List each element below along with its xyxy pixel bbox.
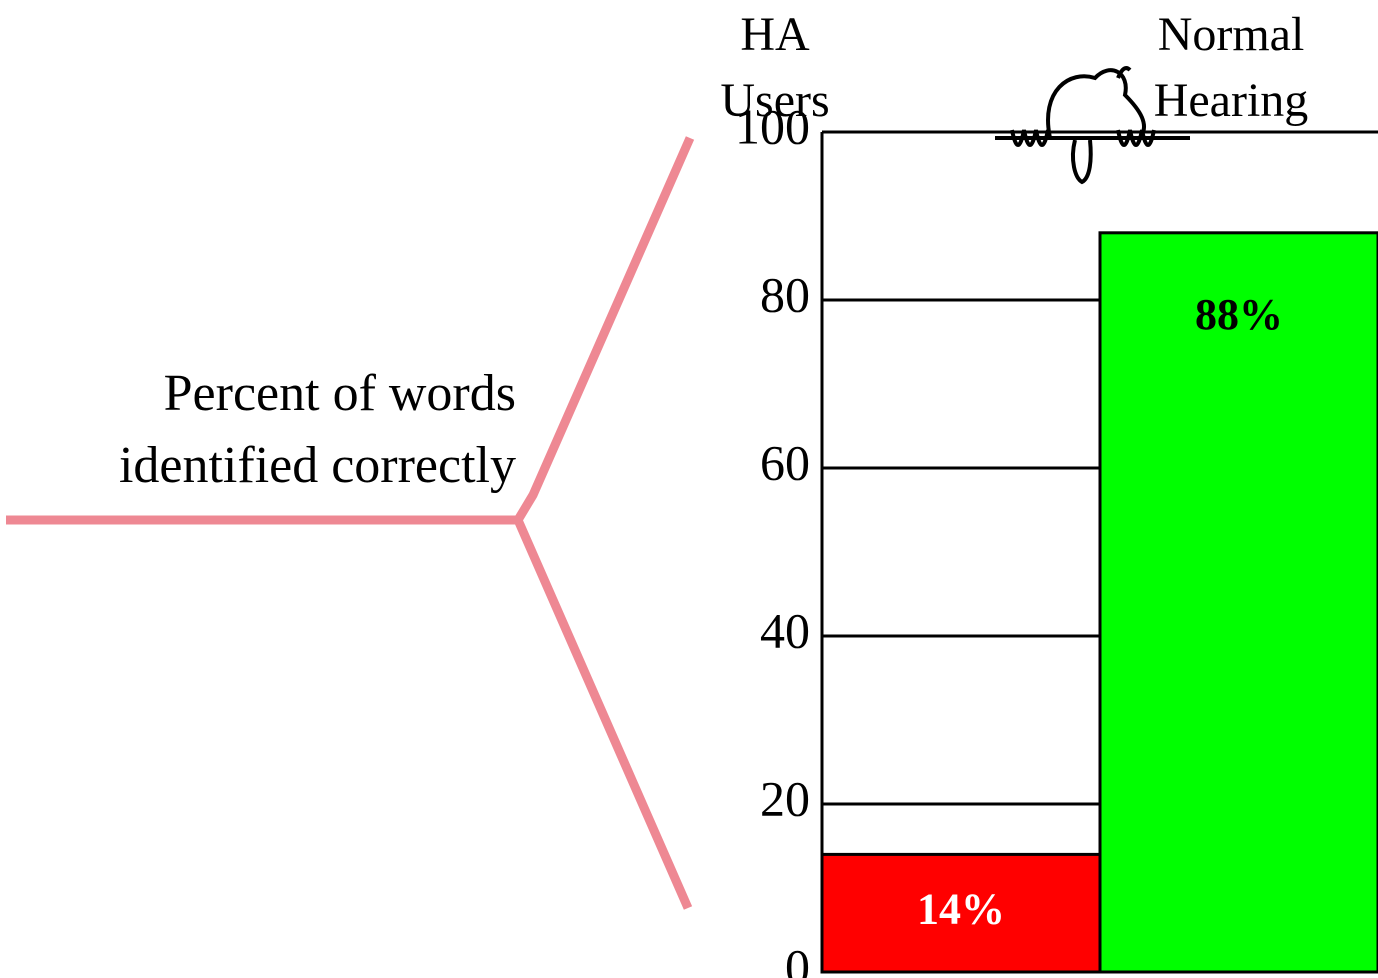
page: {"chart_data": {"type": "bar", "y_label"… <box>0 0 1378 978</box>
x-tick-label: Normal Hearing <box>1112 2 1350 134</box>
bar <box>1100 233 1378 972</box>
y-tick-label: 0 <box>785 938 810 978</box>
plot: 02040608010014%88% <box>0 0 1378 978</box>
y-tick-label: 20 <box>760 770 810 826</box>
value-label: 14% <box>917 884 1005 933</box>
y-tick-label: 80 <box>760 266 810 322</box>
y-tick-label: 60 <box>760 434 810 490</box>
value-label: 88% <box>1195 290 1283 339</box>
y-tick-label: 40 <box>760 602 810 658</box>
x-tick-label: HA Users <box>686 2 864 134</box>
